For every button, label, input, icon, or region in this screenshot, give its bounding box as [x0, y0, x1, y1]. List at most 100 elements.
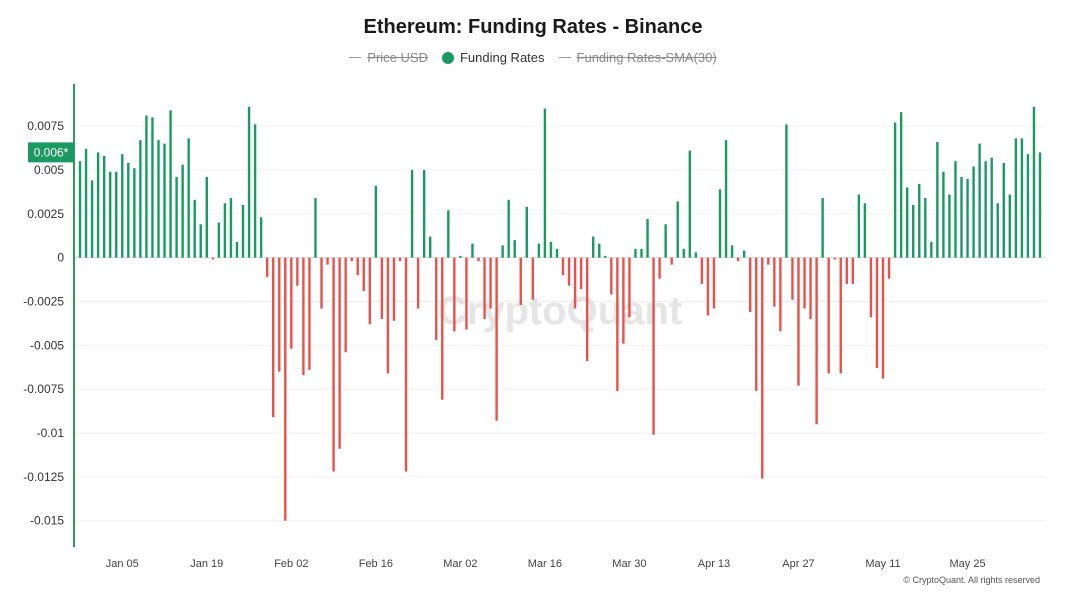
legend-item-funding-rates-sma[interactable]: Funding Rates-SMA(30)	[558, 50, 717, 65]
bar	[700, 257, 704, 284]
bar	[181, 164, 184, 258]
bar	[561, 257, 565, 276]
y-tick-label: 0.005	[34, 163, 64, 177]
bar	[265, 257, 269, 277]
bar	[121, 154, 124, 258]
bar	[368, 257, 372, 325]
bar	[187, 138, 190, 258]
bar	[912, 205, 915, 258]
copyright-text: © CryptoQuant. All rights reserved	[903, 575, 1040, 585]
bar	[344, 257, 347, 353]
bar	[115, 171, 118, 258]
bar	[658, 257, 661, 279]
bar	[102, 155, 106, 258]
bar	[422, 169, 426, 258]
bar	[990, 157, 993, 258]
bar	[290, 257, 293, 349]
bar	[887, 257, 891, 279]
legend-label: Funding Rates	[459, 50, 545, 65]
bar	[634, 248, 637, 258]
bar	[899, 112, 903, 258]
bar	[736, 257, 740, 262]
bar	[157, 140, 160, 258]
bar	[628, 257, 631, 318]
bar	[881, 257, 885, 379]
bar	[966, 178, 969, 258]
bar	[960, 176, 963, 258]
bar	[471, 243, 474, 258]
bar	[410, 169, 414, 258]
bar	[809, 257, 812, 320]
bar	[435, 257, 438, 341]
y-tick-label: 0.0075	[27, 119, 64, 133]
bar	[501, 245, 504, 258]
bar	[773, 257, 776, 307]
y-tick-label: 0	[57, 251, 64, 265]
chart-title: Ethereum: Funding Rates - Binance	[363, 16, 703, 38]
bar	[175, 176, 178, 258]
bar	[742, 250, 746, 258]
bar	[592, 236, 595, 258]
bar	[272, 257, 275, 418]
bar	[724, 140, 728, 258]
bar	[392, 257, 396, 321]
legend-item-price-usd[interactable]: Price USD	[349, 50, 428, 65]
bar	[827, 257, 830, 374]
y-tick-label: 0.0025	[27, 207, 64, 221]
x-tick-label: Apr 13	[698, 558, 730, 570]
bar	[398, 257, 402, 262]
y-tick-label: -0.0075	[23, 382, 64, 396]
bar	[755, 257, 758, 391]
bar	[791, 257, 794, 300]
bar	[875, 257, 879, 369]
bar	[694, 252, 698, 258]
bar	[241, 205, 245, 258]
bar	[447, 210, 450, 258]
y-tick-label: -0.015	[30, 514, 64, 528]
legend-item-funding-rates[interactable]: Funding Rates	[441, 50, 545, 65]
bar	[857, 194, 861, 258]
x-tick-label: May 25	[950, 558, 986, 570]
bar	[730, 245, 734, 258]
bar	[839, 257, 842, 374]
bar	[718, 189, 722, 258]
x-tick-label: Jan 05	[106, 558, 139, 570]
bar	[779, 257, 782, 332]
bar	[513, 240, 516, 258]
bar	[918, 183, 921, 258]
bar	[585, 257, 589, 362]
bar	[984, 161, 987, 258]
bar	[1008, 194, 1012, 258]
bar	[78, 161, 82, 258]
bar	[785, 124, 788, 258]
bar	[682, 248, 685, 258]
bar	[380, 257, 384, 320]
bar	[416, 257, 420, 309]
bar	[664, 224, 667, 258]
bar	[1002, 162, 1005, 258]
bar	[954, 161, 957, 258]
bar	[326, 257, 329, 265]
bar	[465, 257, 468, 330]
bar	[1014, 138, 1018, 258]
bar	[598, 243, 601, 258]
x-axis: Jan 05 Jan 19 Feb 02 Feb 16 Mar 02 Mar 16 Mar …	[106, 558, 986, 570]
bar-series	[78, 106, 1042, 521]
y-tick-label: -0.0025	[23, 294, 64, 308]
bar	[108, 171, 112, 258]
bar	[96, 152, 100, 258]
bar	[356, 257, 359, 276]
bar	[296, 257, 299, 286]
x-tick-label: Feb 02	[274, 558, 308, 570]
bar	[441, 257, 444, 400]
bar	[314, 198, 317, 258]
y-tick-label: -0.0125	[23, 470, 64, 484]
bar	[646, 219, 649, 258]
bar	[84, 148, 88, 258]
bar	[978, 143, 981, 258]
bar	[217, 222, 221, 258]
bar	[833, 257, 836, 260]
bar	[948, 194, 951, 258]
current-value-marker: 0.006*	[28, 142, 74, 163]
